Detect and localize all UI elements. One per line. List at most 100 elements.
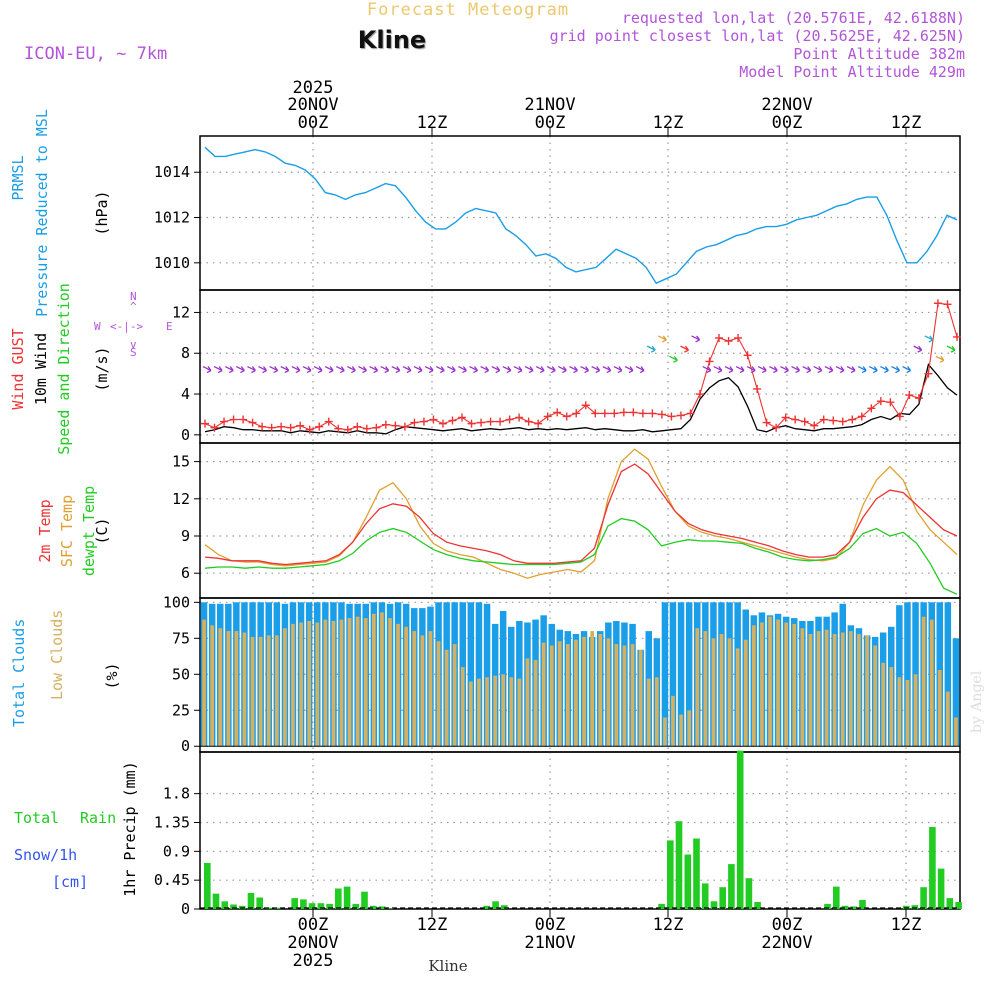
low-cloud-bar — [307, 621, 311, 747]
low-cloud-bar — [784, 622, 788, 747]
wind-direction-arrow-icon — [669, 355, 678, 363]
gust-marker — [458, 413, 467, 422]
gust-marker — [657, 410, 666, 419]
wind-direction-arrow-icon — [558, 365, 567, 374]
wind-direction-arrow-icon — [691, 335, 701, 343]
wind-compass: N ^ W <-|-> E v S — [90, 290, 180, 360]
low-cloud-bar — [768, 616, 772, 747]
wind-direction-arrow-icon — [635, 365, 645, 374]
wind-direction-arrow-icon — [746, 365, 756, 374]
rain-bar — [937, 868, 945, 909]
top-axis-hour: 00Z — [535, 113, 566, 133]
low-cloud-bar — [460, 667, 465, 747]
gust-marker — [419, 417, 428, 426]
total-cloud-bar — [685, 602, 693, 747]
rain-bar — [483, 905, 491, 909]
gust-marker — [438, 419, 447, 428]
total-cloud-bar — [669, 602, 677, 747]
wind-direction-arrow-icon — [391, 365, 401, 374]
low-cloud-bar — [614, 644, 619, 747]
gust-marker — [667, 412, 676, 421]
gust-marker — [248, 418, 257, 427]
gust-marker — [305, 425, 314, 434]
panel-frame-p3 — [199, 442, 961, 599]
low-cloud-bar — [655, 677, 659, 747]
wind-direction-arrow-icon — [868, 365, 878, 374]
wind-direction-arrow-icon — [524, 365, 534, 374]
gust-marker — [857, 412, 866, 421]
bottom-axis-hour: 00Z — [535, 915, 566, 935]
rain-bar — [291, 898, 298, 909]
gust-marker — [201, 419, 209, 428]
rain-bar — [667, 840, 674, 909]
wind-direction-arrow-icon — [580, 365, 590, 374]
gust-marker — [695, 390, 704, 399]
gust-marker — [505, 415, 514, 424]
wind-direction-arrow-icon — [358, 365, 367, 374]
gust-marker — [591, 409, 600, 418]
low-cloud-bar — [832, 634, 837, 747]
total-cloud-bar — [677, 602, 685, 747]
gust-marker — [953, 332, 961, 341]
wind-direction-arrow-icon — [757, 365, 767, 374]
wind-direction-arrow-icon — [780, 365, 789, 374]
rain-bar — [745, 878, 753, 909]
gust-marker — [600, 409, 609, 418]
gust-marker — [810, 421, 819, 430]
wind-direction-arrow-icon — [258, 365, 268, 374]
low-cloud-bar — [824, 629, 829, 747]
model-label: ICON-EU, ~ 7km — [24, 44, 168, 64]
rain-bar — [300, 899, 307, 909]
low-cloud-bar — [234, 631, 239, 747]
gust-marker — [362, 424, 371, 433]
low-cloud-bar — [493, 675, 497, 747]
wind-direction-arrow-icon — [546, 365, 556, 374]
low-cloud-bar — [299, 622, 303, 747]
gust-marker — [781, 413, 790, 422]
low-cloud-bar — [202, 619, 206, 747]
low-cloud-bar — [840, 632, 845, 747]
total-cloud-bar — [661, 602, 669, 747]
ytick-label-p4: 50 — [172, 665, 190, 683]
low-cloud-bar — [388, 618, 392, 747]
rain-bar — [273, 907, 281, 909]
compass-n-arrow-icon: ^ — [130, 300, 137, 313]
ytick-label-p3: 9 — [181, 527, 190, 545]
wind-direction-arrow-icon — [313, 365, 323, 374]
gust-marker — [619, 408, 628, 417]
compass-w: W — [94, 320, 101, 333]
gust-marker — [743, 351, 752, 360]
ytick-label-p5: 0 — [181, 900, 190, 918]
low-cloud-bar — [469, 681, 473, 747]
top-axis-hour: 00Z — [298, 113, 329, 133]
gust-marker — [867, 404, 876, 413]
low-cloud-bar — [800, 628, 805, 747]
gust-marker — [772, 423, 781, 432]
low-cloud-bar — [905, 680, 910, 747]
wind-direction-arrow-icon — [458, 365, 467, 374]
rain-bar — [352, 903, 360, 909]
low-cloud-bar — [557, 641, 562, 747]
gust-marker — [324, 417, 333, 426]
low-cloud-bar — [630, 644, 635, 747]
gust-marker — [391, 421, 400, 430]
low-cloud-bar — [671, 695, 675, 747]
low-cloud-bar — [946, 691, 950, 747]
gust-marker — [724, 337, 733, 345]
gust-marker — [914, 394, 923, 403]
ytick-label-p2: 8 — [181, 344, 190, 362]
low-cloud-bar — [913, 674, 918, 747]
wind-direction-arrow-icon — [791, 365, 801, 374]
wind-direction-arrow-icon — [413, 365, 423, 374]
gust-marker — [486, 417, 495, 426]
rain-bar — [221, 901, 229, 909]
top-axis-hour: 12Z — [653, 113, 684, 133]
rain-bar — [728, 864, 735, 909]
rain-bar — [754, 902, 761, 909]
compass-horizontal-icon: <-|-> — [110, 320, 144, 333]
rain-bar — [946, 898, 954, 909]
low-cloud-bar — [695, 628, 700, 747]
rain-bar — [387, 908, 394, 909]
low-cloud-bar — [727, 638, 732, 747]
wind-direction-arrow-icon — [291, 365, 301, 374]
